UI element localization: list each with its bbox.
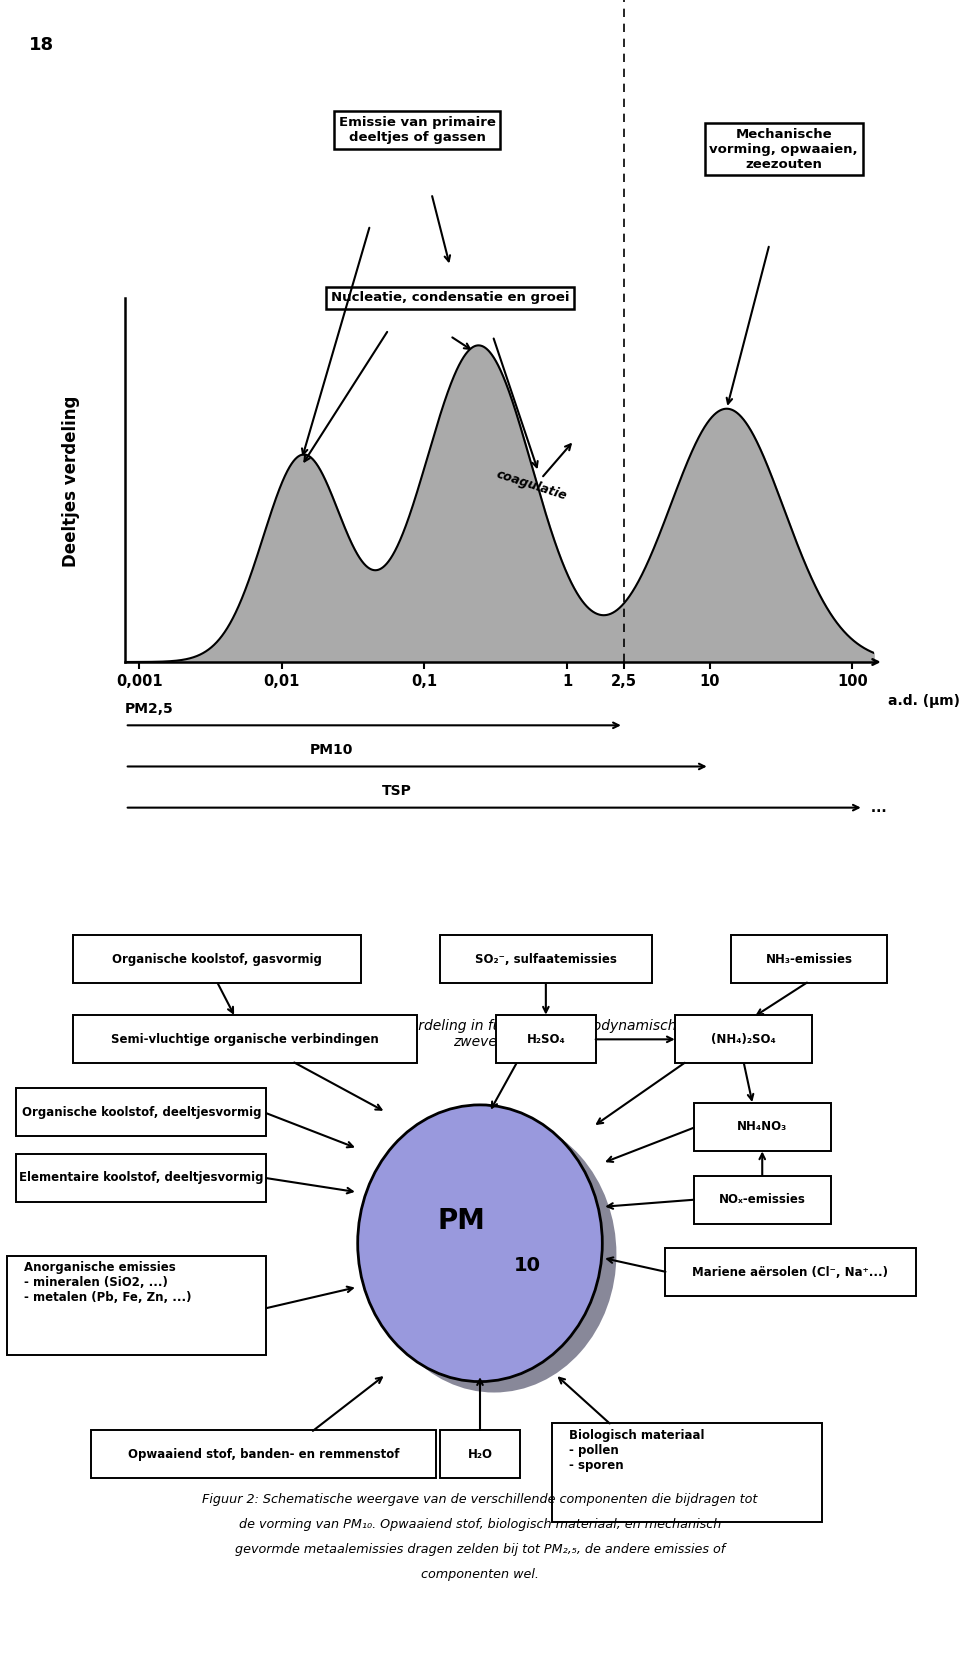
FancyBboxPatch shape [91, 1430, 436, 1478]
Text: coagulatie: coagulatie [494, 467, 568, 501]
FancyBboxPatch shape [552, 1423, 822, 1523]
Text: ...: ... [867, 801, 887, 814]
Text: PM: PM [437, 1208, 485, 1235]
FancyBboxPatch shape [675, 1015, 812, 1064]
Text: H₂SO₄: H₂SO₄ [526, 1033, 565, 1046]
Text: PM2,5: PM2,5 [125, 702, 174, 717]
Text: Deeltjes verdeling: Deeltjes verdeling [61, 396, 80, 568]
Text: NH₄NO₃: NH₄NO₃ [737, 1120, 787, 1134]
FancyBboxPatch shape [693, 1102, 831, 1150]
Text: Figuur 1: Typische deeltjesverdeling in functie van aërodynamische diameter van
: Figuur 1: Typische deeltjesverdeling in … [216, 1019, 782, 1049]
Text: Opwaaiend stof, banden- en remmenstof: Opwaaiend stof, banden- en remmenstof [128, 1448, 399, 1461]
Text: NH₃-emissies: NH₃-emissies [766, 953, 852, 967]
Text: Anorganische emissies
- mineralen (SiO2, ...)
- metalen (Pb, Fe, Zn, ...): Anorganische emissies - mineralen (SiO2,… [24, 1261, 191, 1304]
Text: Organische koolstof, gasvormig: Organische koolstof, gasvormig [111, 953, 322, 967]
FancyBboxPatch shape [16, 1154, 267, 1202]
Text: NOₓ-emissies: NOₓ-emissies [719, 1193, 805, 1206]
Text: Mariene aërsolen (Cl⁻, Na⁺...): Mariene aërsolen (Cl⁻, Na⁺...) [692, 1266, 888, 1279]
Text: TSP: TSP [381, 784, 412, 798]
Text: Mechanische
vorming, opwaaien,
zeezouten: Mechanische vorming, opwaaien, zeezouten [709, 127, 858, 170]
Text: SO₂⁻, sulfaatemissies: SO₂⁻, sulfaatemissies [475, 953, 616, 967]
FancyBboxPatch shape [440, 935, 652, 983]
Text: Figuur 2: Schematische weergave van de verschillende componenten die bijdragen t: Figuur 2: Schematische weergave van de v… [203, 1493, 757, 1506]
Text: H₂O: H₂O [468, 1448, 492, 1461]
Text: Semi-vluchtige organische verbindingen: Semi-vluchtige organische verbindingen [111, 1033, 378, 1046]
Text: Biologisch materiaal
- pollen
- sporen: Biologisch materiaal - pollen - sporen [569, 1428, 705, 1471]
FancyBboxPatch shape [16, 1087, 267, 1137]
Text: Elementaire koolstof, deeltjesvormig: Elementaire koolstof, deeltjesvormig [19, 1172, 264, 1185]
FancyBboxPatch shape [665, 1248, 916, 1296]
FancyBboxPatch shape [73, 1015, 417, 1064]
FancyBboxPatch shape [73, 935, 361, 983]
FancyBboxPatch shape [440, 1430, 520, 1478]
FancyBboxPatch shape [693, 1175, 831, 1223]
Text: Organische koolstof, deeltjesvormig: Organische koolstof, deeltjesvormig [21, 1106, 261, 1119]
Ellipse shape [372, 1115, 616, 1392]
Text: Emissie van primaire
deeltjes of gassen: Emissie van primaire deeltjes of gassen [339, 116, 495, 144]
FancyBboxPatch shape [7, 1256, 267, 1355]
FancyBboxPatch shape [732, 935, 887, 983]
Text: 10: 10 [514, 1256, 540, 1274]
FancyBboxPatch shape [496, 1015, 596, 1064]
Text: gevormde metaalemissies dragen zelden bij tot PM₂,₅, de andere emissies of: gevormde metaalemissies dragen zelden bi… [235, 1542, 725, 1556]
Text: Nucleatie, condensatie en groei: Nucleatie, condensatie en groei [331, 291, 569, 305]
Text: (NH₄)₂SO₄: (NH₄)₂SO₄ [711, 1033, 776, 1046]
Ellipse shape [358, 1106, 602, 1382]
Text: de vorming van PM₁₀. Opwaaiend stof, biologisch materiaal, en mechanisch: de vorming van PM₁₀. Opwaaiend stof, bio… [239, 1518, 721, 1531]
Text: componenten wel.: componenten wel. [421, 1567, 539, 1581]
Text: PM10: PM10 [310, 743, 353, 756]
Text: 18: 18 [29, 36, 54, 55]
Text: a.d. (μm): a.d. (μm) [888, 693, 960, 708]
